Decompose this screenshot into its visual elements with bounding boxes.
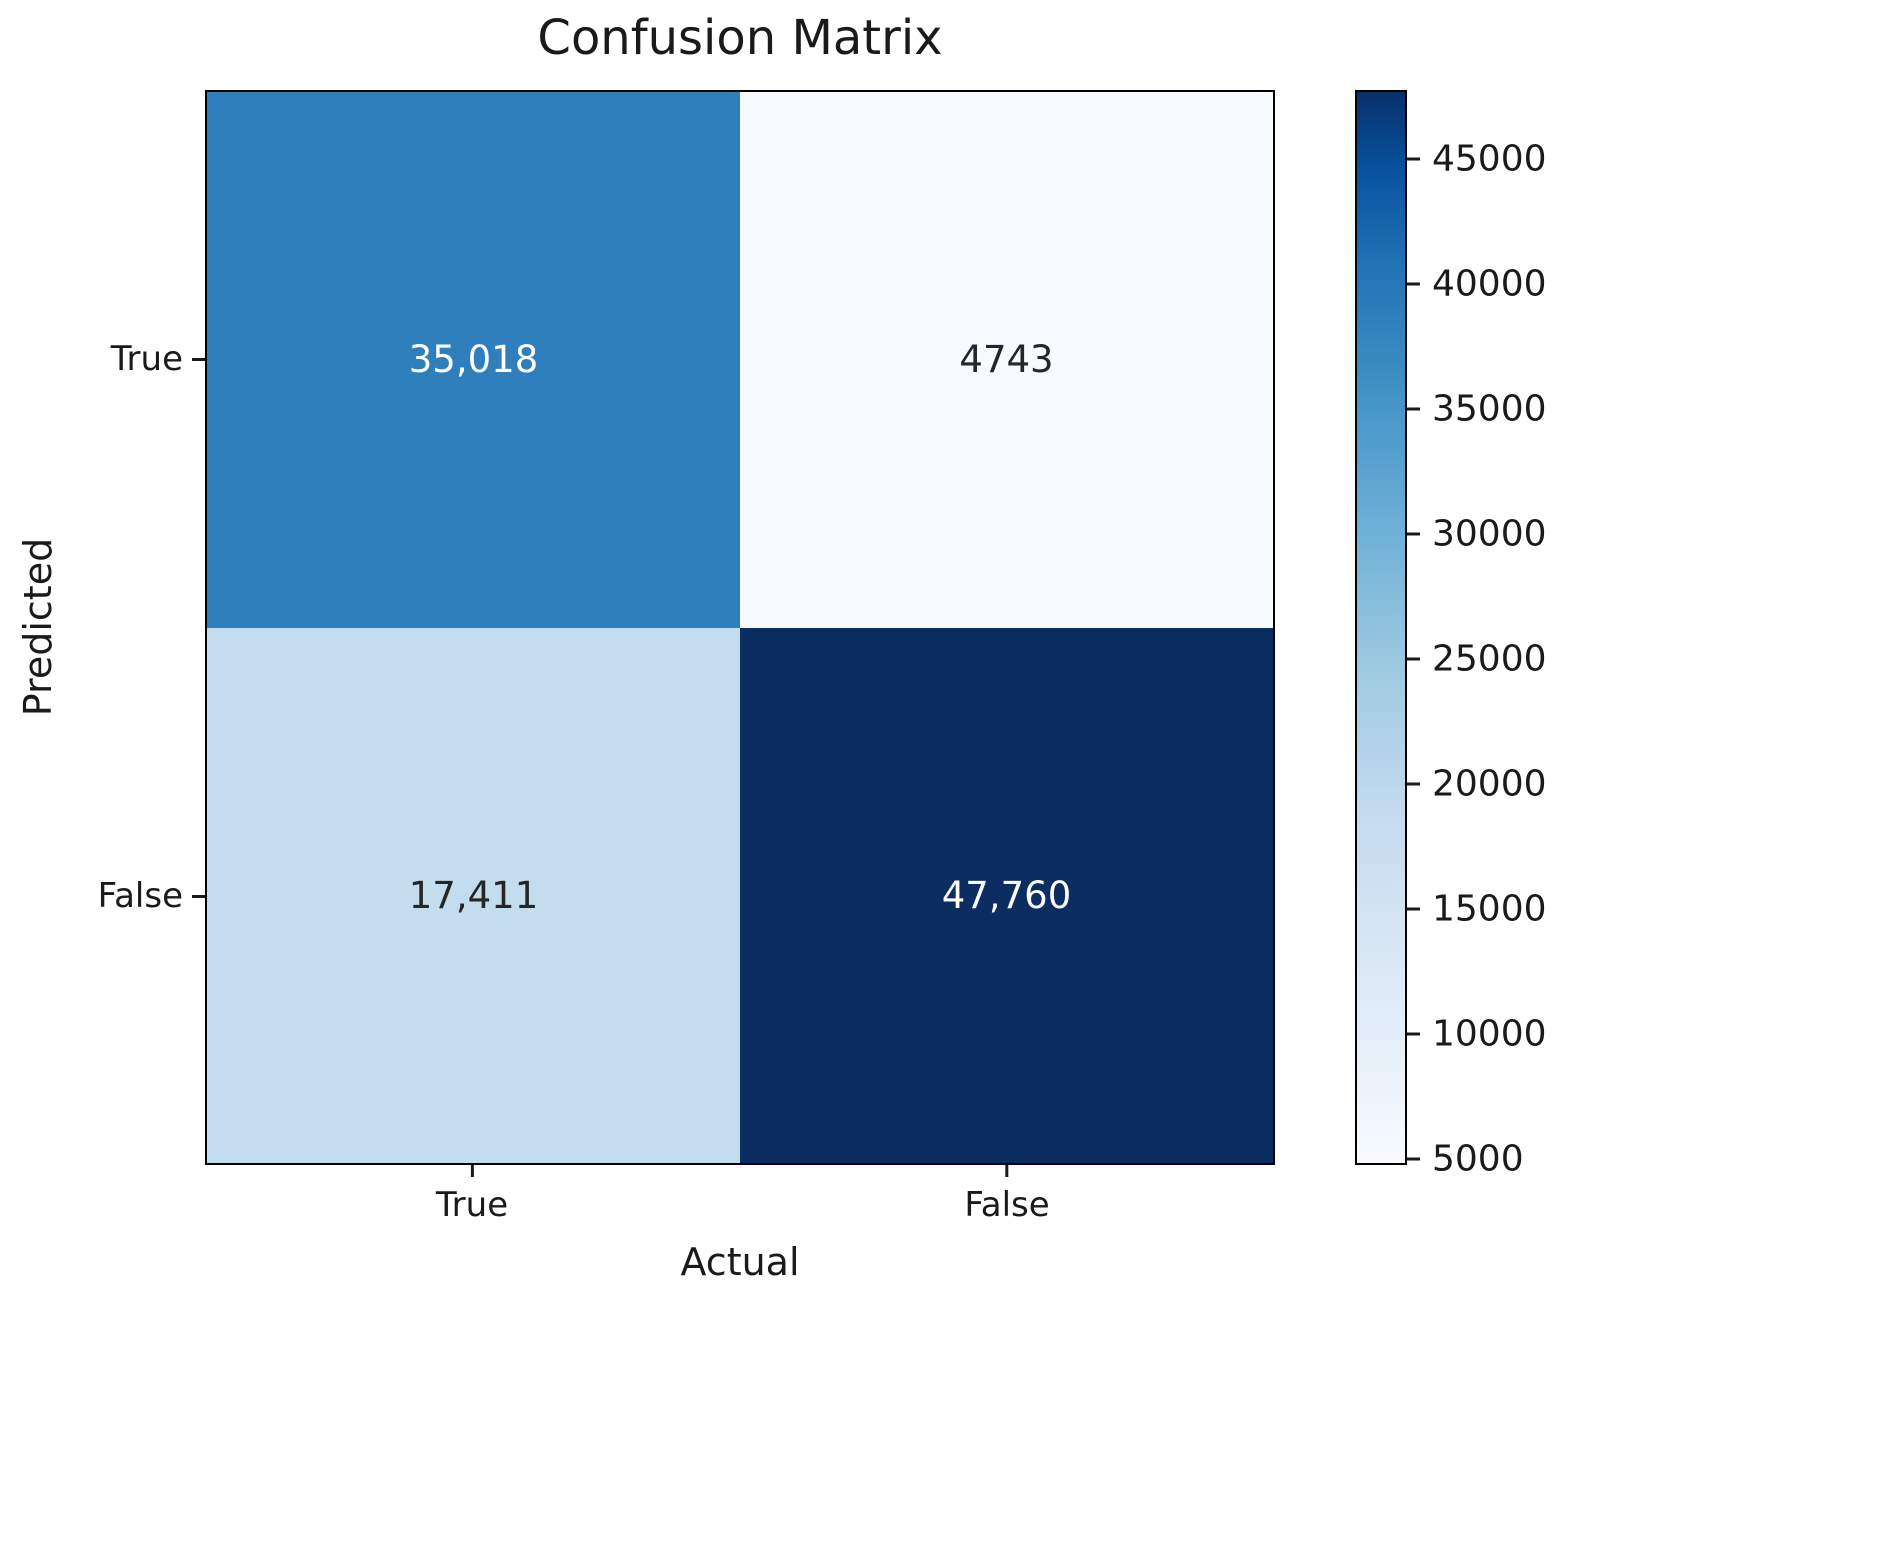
chart-title: Confusion Matrix [537, 10, 943, 66]
colorbar-tick: 20000 [1407, 763, 1547, 804]
x-axis-label: Actual [680, 1240, 800, 1284]
x-tick-true: True [436, 1165, 508, 1225]
colorbar-tick-mark [1407, 282, 1420, 286]
colorbar-tick: 25000 [1407, 638, 1547, 679]
matrix-cell-pred-true-actual-false: 4743 [740, 92, 1273, 628]
colorbar-tick-label: 30000 [1432, 513, 1547, 555]
colorbar-tick-mark [1407, 532, 1420, 536]
colorbar-tick-mark [1407, 907, 1420, 911]
y-tick-mark [192, 894, 205, 898]
colorbar-tick-label: 40000 [1432, 263, 1547, 305]
colorbar-tick: 35000 [1407, 388, 1547, 429]
colorbar [1355, 90, 1407, 1165]
x-tick-false: False [964, 1165, 1050, 1225]
colorbar-tick-mark [1407, 157, 1420, 161]
y-tick-label: False [97, 876, 183, 916]
matrix-cell-pred-false-actual-false: 47,760 [740, 627, 1273, 1163]
heatmap-matrix: 35,018 4743 17,411 47,760 [205, 90, 1275, 1165]
colorbar-tick-label: 25000 [1432, 638, 1547, 680]
colorbar-ticks: 5000 10000 15000 20000 25000 30000 35000 40000 4… [1407, 90, 1587, 1179]
colorbar-tick-mark [1407, 407, 1420, 411]
colorbar-tick-label: 5000 [1432, 1138, 1524, 1180]
x-tick-mark [1005, 1165, 1009, 1177]
y-tick-mark [192, 357, 205, 361]
y-tick-false: False [0, 876, 205, 916]
colorbar-tick: 10000 [1407, 1013, 1547, 1054]
y-tick-true: True [0, 339, 205, 379]
colorbar-tick-label: 35000 [1432, 388, 1547, 430]
x-tick-label: False [964, 1185, 1050, 1225]
y-axis-label: Predicted [16, 537, 60, 717]
colorbar-tick: 40000 [1407, 263, 1547, 304]
colorbar-tick-mark [1407, 1032, 1420, 1036]
matrix-cell-pred-true-actual-true: 35,018 [207, 92, 740, 628]
colorbar-tick-label: 10000 [1432, 1013, 1547, 1055]
x-tick-label: True [435, 1185, 509, 1225]
y-tick-label: True [110, 339, 183, 379]
matrix-cell-pred-false-actual-true: 17,411 [207, 627, 740, 1163]
colorbar-tick: 15000 [1407, 888, 1547, 929]
colorbar-tick-label: 45000 [1432, 138, 1547, 180]
colorbar-tick: 5000 [1407, 1138, 1524, 1179]
x-tick-mark [470, 1165, 474, 1177]
colorbar-tick: 45000 [1407, 138, 1547, 179]
colorbar-tick-label: 15000 [1432, 888, 1547, 930]
colorbar-tick-mark [1407, 657, 1420, 661]
colorbar-tick-mark [1407, 782, 1420, 786]
colorbar-tick-label: 20000 [1432, 763, 1547, 805]
colorbar-tick: 30000 [1407, 513, 1547, 554]
colorbar-tick-mark [1407, 1157, 1420, 1161]
